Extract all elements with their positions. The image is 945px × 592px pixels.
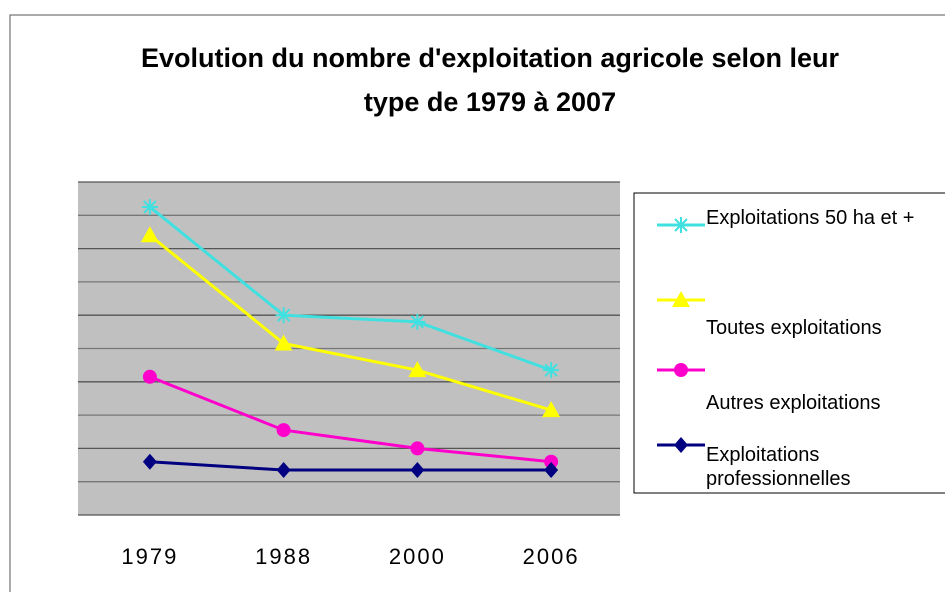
marker [542, 401, 561, 418]
legend-label: Exploitations 50 ha et + [706, 207, 915, 229]
marker [674, 437, 688, 453]
legend-label: Exploitations professionnelles [706, 444, 851, 490]
marker [142, 453, 157, 470]
marker [672, 291, 690, 307]
chart-title: Evolution du nombre d'exploitation agric… [141, 43, 839, 117]
marker [274, 334, 293, 351]
marker [673, 217, 689, 233]
legend-label: Autres exploitations [706, 392, 881, 414]
marker [544, 462, 559, 479]
marker [276, 423, 291, 438]
marker [408, 361, 427, 378]
marker [409, 313, 426, 330]
marker [276, 462, 291, 479]
series-line [149, 460, 552, 472]
marker [674, 363, 688, 377]
x-tick-label: 1979 [121, 544, 178, 569]
marker [410, 441, 425, 456]
marker [275, 307, 292, 324]
marker [543, 362, 560, 379]
marker [140, 226, 159, 243]
series-line [148, 234, 552, 412]
series-line [148, 205, 552, 372]
marker [544, 454, 559, 469]
marker [410, 462, 425, 479]
marker [142, 369, 157, 384]
x-tick-label: 2000 [389, 544, 446, 569]
marker [141, 198, 158, 215]
legend-label: Toutes exploitations [706, 317, 882, 339]
series-line [149, 375, 552, 464]
x-tick-label: 2006 [523, 544, 580, 569]
x-tick-label: 1988 [255, 544, 312, 569]
